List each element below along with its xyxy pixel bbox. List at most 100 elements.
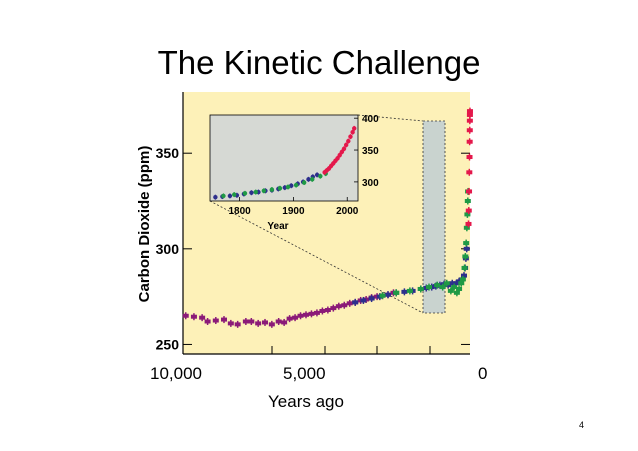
data-point	[204, 319, 211, 324]
inset-data-marks	[213, 125, 357, 200]
inset-y-tick-label: 300	[362, 178, 379, 189]
inset-data-point	[249, 190, 254, 195]
data-point	[466, 139, 473, 144]
y-tick-label: 250	[156, 336, 180, 352]
data-point	[281, 320, 288, 325]
data-point	[360, 298, 367, 303]
data-point	[466, 170, 473, 175]
data-point	[385, 292, 391, 297]
y-axis-label: Carbon Dioxide (ppm)	[136, 146, 153, 303]
highlight-band	[422, 120, 446, 314]
main-axes: 250 300 350	[156, 92, 470, 355]
slide-title: The Kinetic Challenge	[157, 44, 481, 81]
data-point	[190, 314, 197, 319]
data-point	[406, 288, 413, 293]
data-point	[417, 286, 424, 291]
data-point	[199, 315, 206, 320]
data-point	[458, 281, 465, 286]
data-point	[466, 118, 473, 123]
data-point	[319, 308, 326, 313]
data-point	[297, 313, 304, 318]
data-point	[463, 241, 470, 246]
inset-axes: 1800 1900 2000 300 350 400	[228, 114, 379, 217]
data-point	[341, 303, 348, 308]
data-point	[443, 281, 450, 286]
data-point	[464, 199, 471, 204]
inset-y-tick-label: 400	[362, 114, 379, 125]
inset-data-point	[227, 193, 233, 199]
zoom-connector-line	[357, 114, 424, 122]
y-tick-label: 300	[156, 241, 180, 257]
inset-data-point	[352, 126, 357, 131]
inset-x-tick-label: 1900	[282, 206, 305, 217]
data-point	[303, 312, 309, 317]
inset-x-tick-label: 2000	[336, 206, 359, 217]
x-tick-label: 0	[478, 364, 488, 383]
data-point	[434, 283, 441, 288]
main-data-marks	[182, 107, 473, 328]
data-point	[393, 290, 400, 295]
data-point	[466, 189, 473, 194]
inset-data-point	[221, 193, 226, 199]
page-number: 4	[579, 420, 585, 430]
inset-data-point	[306, 177, 311, 182]
data-point	[463, 246, 470, 251]
data-point	[466, 128, 473, 133]
inset-data-point	[285, 184, 291, 190]
data-point	[227, 321, 234, 326]
data-point	[463, 225, 470, 230]
inset-data-point	[277, 186, 283, 191]
data-point	[292, 315, 299, 320]
inset-data-point	[341, 146, 347, 151]
data-point	[313, 310, 320, 315]
data-point	[401, 289, 408, 294]
inset-x-axis-label: Year	[267, 221, 288, 232]
data-point	[449, 281, 456, 286]
data-point	[447, 288, 454, 293]
data-point	[268, 322, 275, 327]
data-point	[242, 319, 249, 324]
x-axis-label: Years ago	[268, 392, 344, 411]
data-point	[466, 155, 473, 160]
y-tick-label: 350	[156, 145, 180, 161]
data-point	[462, 254, 469, 259]
data-point	[221, 317, 227, 322]
x-tick-label: 10,000	[150, 364, 202, 383]
inset-data-point	[232, 192, 237, 197]
data-point	[330, 306, 337, 311]
data-point	[460, 273, 467, 278]
data-point	[459, 277, 466, 282]
inset-data-point	[261, 188, 267, 194]
data-point	[451, 285, 458, 290]
inset-data-point	[242, 191, 248, 196]
data-point	[262, 320, 268, 325]
inset-data-point	[318, 173, 323, 179]
data-point	[453, 290, 460, 295]
data-point	[234, 322, 241, 327]
data-point	[212, 318, 219, 323]
data-point	[335, 304, 342, 309]
data-point	[464, 212, 471, 217]
data-point	[379, 293, 386, 298]
inset-x-tick-label: 1800	[228, 206, 251, 217]
inset-data-point	[335, 156, 340, 161]
inset-data-point	[293, 182, 299, 188]
data-point	[255, 321, 262, 326]
inset-data-point	[213, 194, 218, 200]
data-point	[182, 313, 189, 318]
data-point	[461, 265, 468, 270]
data-point	[308, 311, 315, 316]
data-point	[466, 109, 473, 114]
x-tick-label: 5,000	[283, 364, 326, 383]
inset-data-point	[337, 152, 342, 158]
data-point	[275, 319, 282, 324]
data-point	[368, 296, 375, 301]
data-point	[456, 286, 463, 291]
inset-data-point	[343, 142, 349, 148]
data-point	[439, 285, 446, 290]
data-point	[465, 208, 472, 213]
inset-y-tick-label: 350	[362, 146, 379, 157]
inset-data-point	[301, 180, 307, 185]
inset-data-point	[339, 149, 345, 155]
